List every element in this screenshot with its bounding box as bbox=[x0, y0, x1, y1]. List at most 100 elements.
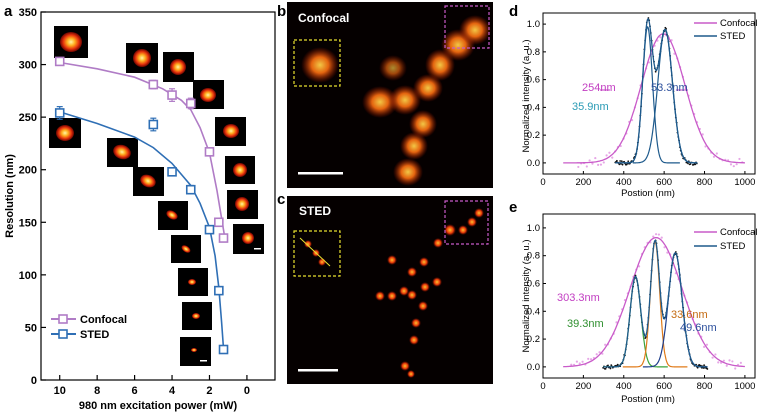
chart-d-sted-point bbox=[627, 160, 630, 163]
chart-e-sted-fit bbox=[603, 239, 708, 368]
chart-d-confocal-point bbox=[591, 162, 594, 165]
chart-d-confocal-point bbox=[732, 165, 735, 168]
chart-e-confocal-point bbox=[703, 345, 706, 348]
chart-e: 0 200 400 600 800 1000 0.0 0.2 0.4 0.6 0.8 1.0 Norm… bbox=[521, 213, 758, 405]
chart-d-frame bbox=[542, 12, 756, 175]
chart-e-sted-peak bbox=[603, 275, 668, 368]
chart-e-confocal-point bbox=[722, 359, 726, 362]
legend-d-sted: STED bbox=[720, 31, 745, 42]
legend-a-sted: STED bbox=[80, 329, 109, 341]
chart-a-xtick-label: 2 bbox=[206, 385, 212, 397]
chart-a-point-confocal bbox=[185, 98, 196, 109]
chart-e-xtick-label: 200 bbox=[575, 381, 591, 392]
chart-e-confocal-fit bbox=[563, 236, 745, 368]
chart-d-sted-point bbox=[619, 160, 622, 162]
chart-d-confocal-point bbox=[735, 163, 738, 166]
chart-e-annotations: 303.3nm 33.6nm 39.3nm 49.6nm bbox=[557, 292, 717, 334]
chart-d-confocal-point bbox=[588, 159, 591, 162]
chart-e-confocal-point bbox=[739, 361, 742, 364]
chart-a-point-confocal bbox=[214, 217, 224, 228]
chart-a-xlabel: 980 nm excitation power (mW) bbox=[79, 400, 238, 412]
chart-e-sted-point bbox=[607, 364, 609, 367]
legend-a-confocal: Confocal bbox=[80, 314, 127, 326]
chart-e-ytick-label: 0.6 bbox=[527, 278, 540, 289]
chart-e-ylabel: Normalized intensity (a. u.) bbox=[521, 240, 532, 353]
chart-e-confocal-point bbox=[589, 358, 593, 361]
chart-d-confocal-point bbox=[599, 163, 603, 166]
chart-d-annotations: 254nm 53.3nm 35.9nm bbox=[572, 82, 688, 113]
chart-a-ytick-label: 300 bbox=[19, 60, 37, 72]
chart-e-confocal-point bbox=[717, 361, 720, 364]
chart-e-legend: Confocal STED bbox=[694, 227, 758, 252]
chart-a-ytick-label: 50 bbox=[25, 322, 37, 334]
chart-e-ytick-label: 0.4 bbox=[527, 306, 540, 317]
confocal-image: Confocal bbox=[287, 2, 493, 188]
chart-d-confocal-point bbox=[605, 154, 608, 157]
sted-image: STED bbox=[287, 196, 493, 384]
chart-e-sted-point bbox=[609, 367, 612, 370]
chart-d-xtick-label: 600 bbox=[656, 177, 672, 188]
chart-d-ytick-label: 0.2 bbox=[527, 130, 540, 141]
annotation-d-35: 35.9nm bbox=[572, 101, 609, 113]
chart-e-frame bbox=[542, 213, 756, 379]
chart-d-ytick-label: 0.8 bbox=[527, 47, 540, 58]
chart-a-point-sted bbox=[214, 285, 224, 296]
chart-e-confocal-point bbox=[587, 357, 590, 360]
chart-e-confocal-point bbox=[598, 351, 601, 354]
chart-d-sted-point bbox=[689, 163, 692, 165]
chart-d-confocal-point bbox=[585, 165, 588, 168]
chart-a-ytick-label: 200 bbox=[19, 165, 37, 177]
chart-d-xtick-label: 200 bbox=[575, 177, 591, 188]
chart-e-xtick-label: 1000 bbox=[734, 381, 755, 392]
chart-a-legend: Confocal STED bbox=[51, 314, 127, 341]
chart-d-confocal-point bbox=[608, 151, 611, 154]
chart-a-point-sted bbox=[185, 184, 196, 195]
sted-title: STED bbox=[299, 204, 331, 218]
chart-d-sted-fit bbox=[615, 17, 698, 164]
chart-d-confocal-point bbox=[577, 165, 580, 169]
chart-d-sted-point bbox=[621, 163, 624, 166]
chart-a-point-confocal bbox=[167, 90, 177, 100]
chart-d-confocal-point bbox=[712, 155, 716, 158]
chart-a-ylabel: Resolution (nm) bbox=[4, 154, 16, 238]
chart-e-confocal-point bbox=[660, 236, 663, 239]
chart-e-confocal-point bbox=[652, 235, 655, 238]
chart-e-sted-point bbox=[699, 364, 702, 367]
chart-e-confocal-point bbox=[663, 246, 666, 249]
chart-a-point-sted bbox=[167, 167, 177, 177]
chart-e-confocal-point bbox=[575, 360, 579, 363]
chart-e-confocal-point bbox=[654, 233, 658, 236]
chart-a-point-confocal bbox=[54, 56, 65, 67]
chart-e-confocal-point bbox=[657, 233, 660, 236]
chart-e-confocal-point bbox=[581, 360, 584, 363]
chart-e-confocal-point bbox=[728, 359, 731, 362]
chart-e-confocal-point bbox=[725, 364, 728, 367]
chart-e-confocal-point bbox=[615, 321, 618, 324]
chart-d-xtick-label: 800 bbox=[697, 177, 713, 188]
chart-a-point-confocal bbox=[204, 147, 215, 157]
chart-e-sted-point bbox=[706, 368, 709, 370]
panel-letter-b: b bbox=[277, 3, 286, 20]
chart-e-sted-point bbox=[610, 364, 613, 367]
chart-e-confocal-point bbox=[714, 353, 717, 356]
chart-a-xtick-label: 4 bbox=[169, 385, 176, 397]
panel-letter-e: e bbox=[509, 199, 517, 216]
spot-insets bbox=[49, 26, 264, 366]
panel-letter-d: d bbox=[509, 3, 518, 20]
chart-a-frame bbox=[40, 11, 276, 381]
chart-e-ytick-label: 0.8 bbox=[527, 251, 540, 262]
chart-d-confocal-point bbox=[597, 163, 600, 166]
chart-e-confocal-point bbox=[638, 265, 641, 268]
annotation-e-33: 33.6nm bbox=[671, 309, 708, 321]
chart-e-confocal-point bbox=[595, 353, 598, 356]
panel-letter-c: c bbox=[277, 191, 285, 208]
chart-a-point-confocal bbox=[148, 79, 159, 90]
chart-e-ytick-label: 1.0 bbox=[527, 223, 540, 234]
chart-d-confocal-fit bbox=[563, 33, 745, 164]
chart-e-confocal-point bbox=[604, 343, 607, 346]
chart-e-confocal-point bbox=[734, 367, 737, 370]
chart-d-sted-point bbox=[694, 163, 697, 166]
annotation-e-303: 303.3nm bbox=[557, 292, 600, 304]
chart-a-fit-confocal bbox=[59, 61, 227, 242]
chart-d-sted-point bbox=[618, 163, 621, 166]
